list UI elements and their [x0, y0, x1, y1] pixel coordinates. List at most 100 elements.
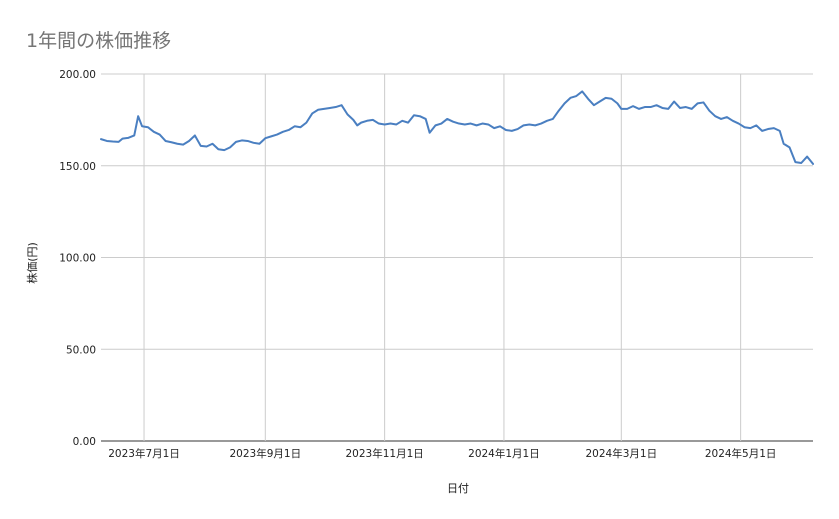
data-point [288, 129, 290, 131]
data-point [638, 108, 640, 110]
data-point [475, 124, 477, 126]
data-point [352, 119, 354, 121]
data-point [499, 125, 501, 127]
x-tick-label: 2024年5月1日 [705, 447, 777, 460]
data-point [194, 134, 196, 136]
data-point [782, 143, 784, 145]
data-point [655, 104, 657, 106]
data-point [440, 122, 442, 124]
data-point [458, 122, 460, 124]
x-tick-label: 2024年3月1日 [586, 447, 658, 460]
data-point [540, 122, 542, 124]
data-point [626, 108, 628, 110]
data-point [702, 101, 704, 103]
data-point [569, 97, 571, 99]
data-point [247, 140, 249, 142]
data-point [708, 110, 710, 112]
data-point [563, 102, 565, 104]
data-point [100, 138, 102, 140]
series-line [100, 90, 814, 165]
y-tick-label: 0.00 [73, 436, 96, 448]
x-axis-title: 日付 [447, 482, 469, 495]
data-point [755, 124, 757, 126]
data-point [305, 121, 307, 123]
data-point [235, 141, 237, 143]
data-point [317, 109, 319, 111]
data-point [164, 140, 166, 142]
data-point [356, 124, 358, 126]
data-point [761, 130, 763, 132]
data-point [133, 134, 135, 136]
data-point [779, 130, 781, 132]
data-point [378, 122, 380, 124]
data-point [258, 143, 260, 145]
data-point [481, 122, 483, 124]
axes: 株価(円) 日付 0.00 50.00 100.00 150.00 200.00 2023… [25, 69, 776, 495]
data-point [200, 145, 202, 147]
data-point [528, 123, 530, 125]
data-point [679, 107, 681, 109]
data-point [673, 100, 675, 102]
data-point [812, 163, 814, 165]
x-tick-label: 2023年11月1日 [345, 447, 423, 460]
data-point [452, 121, 454, 123]
series-layer [100, 90, 814, 165]
data-point [522, 124, 524, 126]
data-point [599, 100, 601, 102]
data-point [335, 106, 337, 108]
data-point [685, 106, 687, 108]
data-point [147, 126, 149, 128]
data-point [366, 120, 368, 122]
data-point [661, 107, 663, 109]
data-point [616, 102, 618, 104]
data-point [106, 140, 108, 142]
data-point [117, 141, 119, 143]
x-tick-label: 2024年1月1日 [468, 447, 540, 460]
data-point [581, 90, 583, 92]
data-point [299, 126, 301, 128]
data-point [487, 123, 489, 125]
data-point [644, 106, 646, 108]
x-tick-label: 2023年7月1日 [108, 447, 180, 460]
data-point [127, 137, 129, 139]
data-point [720, 118, 722, 120]
data-point [137, 115, 139, 117]
data-point [464, 123, 466, 125]
x-tick-label: 2023年9月1日 [230, 447, 302, 460]
chart-title: 1年間の株価推移 [26, 30, 172, 52]
data-point [667, 108, 669, 110]
data-point [270, 135, 272, 137]
data-point [446, 118, 448, 120]
data-point [153, 131, 155, 133]
data-point [767, 128, 769, 130]
data-point [311, 112, 313, 114]
data-point [264, 137, 266, 139]
y-tick-label: 50.00 [66, 344, 96, 356]
data-point [743, 126, 745, 128]
data-point [241, 139, 243, 141]
data-point [434, 124, 436, 126]
data-point [425, 118, 427, 120]
data-point [749, 127, 751, 129]
data-point [182, 143, 184, 145]
data-point [293, 125, 295, 127]
data-point [428, 132, 430, 134]
data-point [604, 97, 606, 99]
data-point [323, 108, 325, 110]
data-point [696, 102, 698, 104]
data-point [558, 110, 560, 112]
data-point [737, 122, 739, 124]
data-point [691, 108, 693, 110]
data-point [610, 98, 612, 100]
data-point [141, 125, 143, 127]
data-point [806, 155, 808, 157]
data-point [401, 120, 403, 122]
data-point [575, 95, 577, 97]
data-point [546, 120, 548, 122]
data-point [121, 137, 123, 139]
data-point [505, 129, 507, 131]
data-point [516, 128, 518, 130]
data-point [383, 123, 385, 125]
data-point [276, 133, 278, 135]
